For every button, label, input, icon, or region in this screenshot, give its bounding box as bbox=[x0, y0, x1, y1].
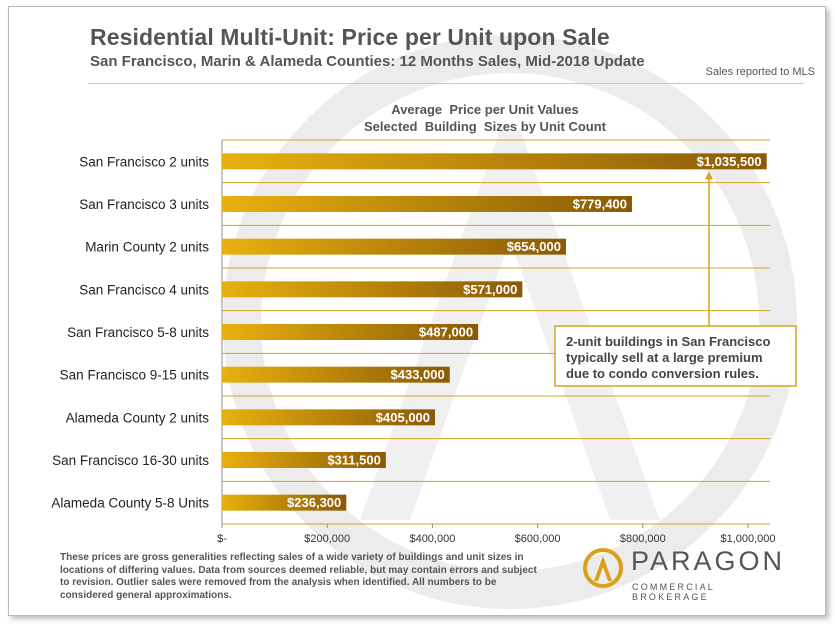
logo-wordmark: PARAGON bbox=[631, 546, 786, 576]
bar-value-label: $405,000 bbox=[376, 410, 430, 425]
bar bbox=[222, 409, 436, 426]
bar-value-label: $487,000 bbox=[419, 325, 473, 340]
bar bbox=[222, 153, 767, 170]
paragon-emblem-icon bbox=[583, 548, 623, 588]
chart-title: Average Price per Unit Values bbox=[391, 102, 578, 117]
bar-value-label: $654,000 bbox=[507, 239, 561, 254]
bar bbox=[222, 324, 479, 340]
bar bbox=[222, 238, 567, 255]
x-tick-label: $200,000 bbox=[304, 533, 350, 545]
paragon-logo: PARAGON COMMERCIAL BROKERAGE bbox=[583, 546, 783, 610]
annotation-line: 2-unit buildings in San Francisco bbox=[566, 334, 770, 349]
bar bbox=[222, 196, 632, 212]
annotation-line: due to condo conversion rules. bbox=[566, 366, 759, 381]
bar bbox=[222, 452, 386, 468]
annotation-box bbox=[554, 325, 797, 387]
x-axis: $- $200,000 $400,000 $600,000 $800,000 $1,000… bbox=[217, 524, 776, 545]
x-tick-label: $600,000 bbox=[515, 533, 561, 545]
bars: $1,035,500 $779,400 $654,000 $571,000 $487,0… bbox=[222, 153, 767, 511]
gridlines bbox=[221, 139, 770, 525]
bar-value-label: $311,500 bbox=[327, 453, 381, 468]
disclaimer-text: These prices are gross generalities refl… bbox=[60, 552, 537, 601]
category-label: Alameda County 5-8 Units bbox=[51, 496, 209, 511]
bar bbox=[222, 494, 347, 511]
x-tick-label: $400,000 bbox=[409, 533, 455, 545]
category-label: San Francisco 5-8 units bbox=[67, 325, 209, 340]
bar-value-label: $779,400 bbox=[573, 197, 627, 212]
x-tick-label: $- bbox=[217, 533, 227, 545]
chart-subtitle: Selected Building Sizes by Unit Count bbox=[364, 119, 607, 134]
bar-value-label: $1,035,500 bbox=[697, 154, 762, 169]
page-title: Residential Multi-Unit: Price per Unit u… bbox=[90, 24, 610, 50]
category-label: San Francisco 2 units bbox=[79, 154, 209, 169]
x-tick-label: $1,000,000 bbox=[720, 533, 775, 545]
annotation-line: typically sell at a large premium bbox=[566, 350, 763, 365]
source-note: Sales reported to MLS bbox=[705, 66, 815, 78]
bar-value-label: $571,000 bbox=[463, 282, 517, 297]
category-labels: San Francisco 2 units San Francisco 3 uni… bbox=[51, 154, 209, 510]
logo-tagline: COMMERCIAL BROKERAGE bbox=[632, 582, 715, 602]
category-label: San Francisco 3 units bbox=[79, 197, 209, 212]
x-tick-label: $800,000 bbox=[620, 533, 666, 545]
category-label: San Francisco 16-30 units bbox=[52, 453, 209, 468]
category-label: San Francisco 4 units bbox=[79, 282, 209, 297]
title-divider bbox=[88, 83, 804, 84]
page-subtitle: San Francisco, Marin & Alameda Counties:… bbox=[90, 53, 645, 70]
bar bbox=[222, 281, 523, 298]
category-label: Marin County 2 units bbox=[85, 240, 209, 255]
category-label: Alameda County 2 units bbox=[66, 410, 210, 425]
bar-value-label: $236,300 bbox=[287, 495, 341, 510]
annotation-arrowhead bbox=[705, 171, 713, 180]
category-label: San Francisco 9-15 units bbox=[60, 368, 210, 383]
bar bbox=[222, 366, 450, 383]
annotation: 2-unit buildings in San Franciscotypical… bbox=[554, 171, 797, 387]
bar-value-label: $433,000 bbox=[391, 367, 445, 382]
